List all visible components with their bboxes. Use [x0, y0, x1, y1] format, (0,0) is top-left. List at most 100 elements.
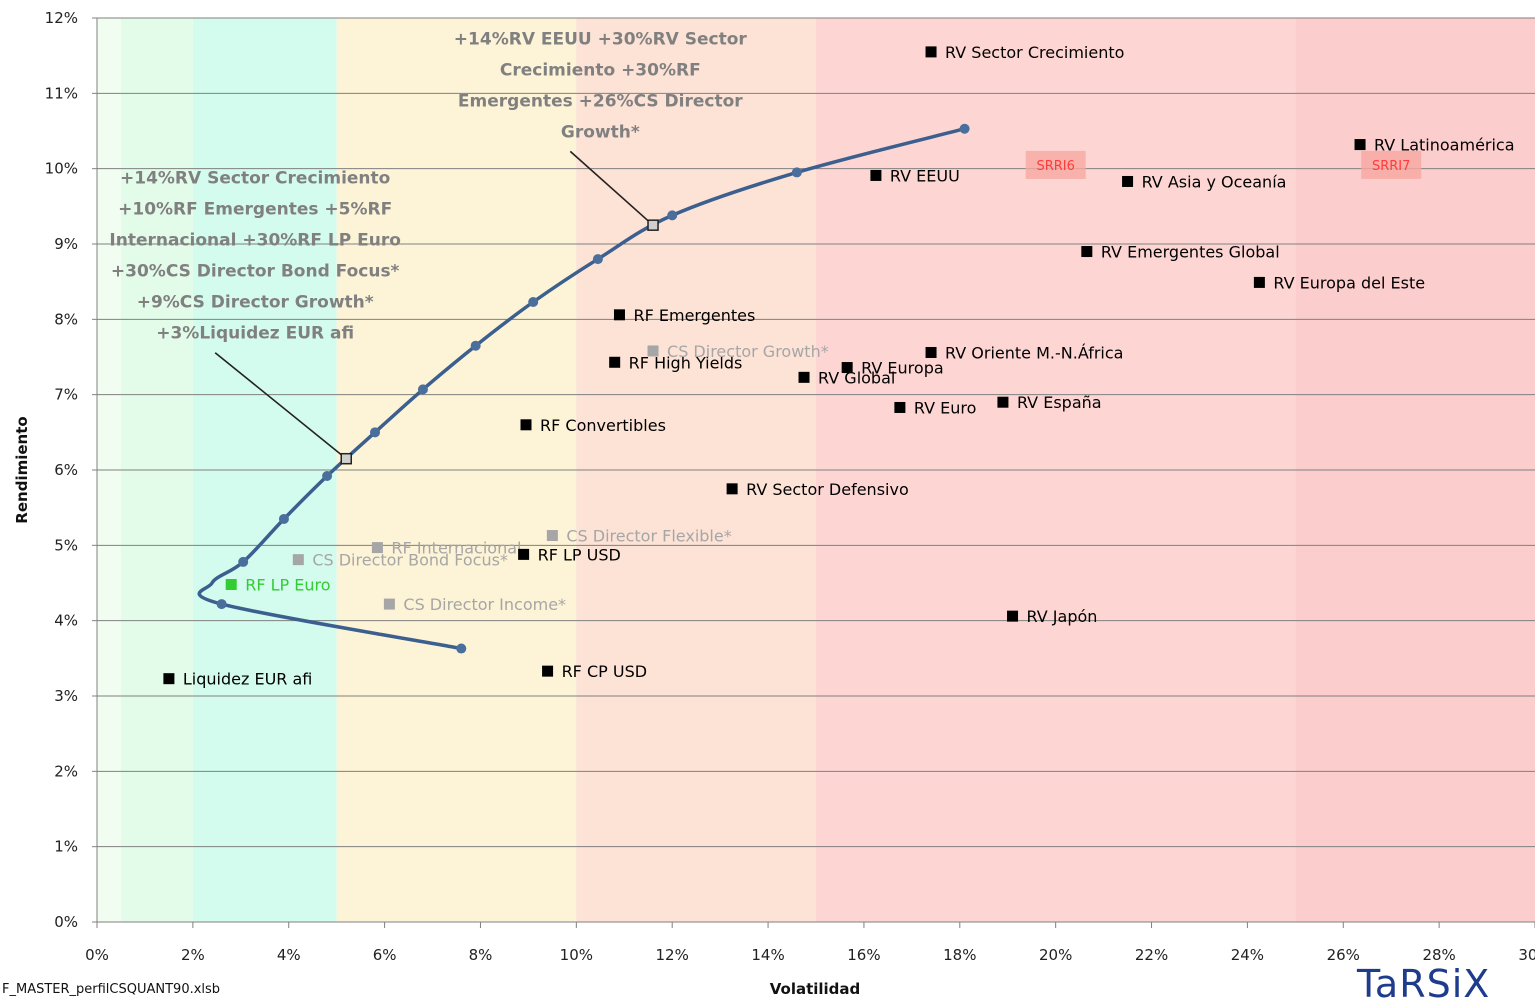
asset-point — [798, 371, 810, 383]
asset-point — [542, 665, 554, 677]
asset-point — [518, 548, 530, 560]
asset-point — [894, 401, 906, 413]
asset-label: RF LP Euro — [245, 576, 330, 595]
y-tick-label: 3% — [54, 687, 78, 705]
frontier-point — [417, 384, 428, 395]
y-tick-label: 5% — [54, 536, 78, 554]
srri-label: SRRI6 — [1036, 159, 1074, 174]
x-tick-label: 18% — [943, 946, 976, 964]
asset-label: RV EEUU — [890, 166, 960, 185]
asset-label: CS Director Growth* — [667, 342, 829, 361]
y-tick-label: 7% — [54, 386, 78, 404]
y-tick-label: 11% — [45, 84, 78, 102]
frontier-point — [322, 471, 333, 482]
asset-point — [1122, 175, 1134, 187]
asset-point — [1007, 610, 1019, 622]
x-axis-title: Volatilidad — [770, 980, 861, 997]
asset-point — [292, 554, 304, 566]
frontier-point — [528, 297, 539, 308]
asset-points: Liquidez EUR afi RF LP Euro CS Director Bo… — [163, 43, 1515, 689]
asset-label: RV España — [1017, 393, 1102, 412]
y-axis-title: Rendimiento — [13, 416, 31, 523]
asset-label: RV Sector Defensivo — [746, 480, 909, 499]
asset-point — [383, 598, 395, 610]
x-tick-label: 0% — [85, 946, 109, 964]
annotation-leader — [569, 150, 654, 226]
asset-label: RF Convertibles — [540, 416, 666, 435]
asset-label: RV Japón — [1027, 607, 1098, 626]
asset-label: RF Internacional — [391, 539, 521, 558]
y-tick-label: 12% — [45, 9, 78, 27]
asset-point — [1081, 246, 1093, 258]
x-tick-label: 30% — [1518, 946, 1535, 964]
y-tick-label: 1% — [54, 838, 78, 856]
annotations: SRRI6 SRRI7 +14%RV Sector Crecimiento +10%R… — [109, 29, 1422, 460]
srri-box — [1361, 150, 1422, 179]
frontier-point — [592, 254, 603, 265]
axes: 0% 1% 2% 3% 4% 5% 6% 7% 8% 9% 10% 11% 12% 0% 2% 4% 6% 8% 1… — [45, 9, 1535, 964]
asset-label: RV Global — [818, 368, 895, 387]
asset-point — [520, 419, 532, 431]
x-tick-label: 22% — [1135, 946, 1168, 964]
annotation-line: +14%RV Sector Crecimiento — [120, 169, 390, 189]
x-tick-label: 28% — [1422, 946, 1455, 964]
asset-label: RV Emergentes Global — [1101, 243, 1280, 262]
asset-label: Liquidez EUR afi — [183, 670, 313, 689]
asset-label: RV Latinoamérica — [1374, 136, 1515, 155]
asset-point — [997, 396, 1009, 408]
srri-box — [1025, 150, 1086, 179]
y-tick-label: 8% — [54, 310, 78, 328]
selected-portfolio-marker — [647, 219, 659, 231]
company-logo: TaRSiX — [1357, 962, 1491, 1006]
asset-label: CS Director Income* — [403, 595, 566, 614]
annotation-line: Crecimiento +30%RF — [500, 60, 701, 80]
asset-point — [609, 356, 621, 368]
asset-label: RV Oriente M.-N.África — [945, 343, 1123, 362]
x-tick-label: 12% — [656, 946, 689, 964]
y-tick-label: 6% — [54, 461, 78, 479]
annotation-line: +9%CS Director Growth* — [137, 293, 374, 313]
frontier-point — [959, 123, 970, 134]
x-tick-label: 24% — [1231, 946, 1264, 964]
frontier-point — [456, 643, 467, 654]
file-name-label: F_MASTER_perfilCSQUANT90.xlsb — [2, 982, 221, 997]
efficient-frontier — [197, 123, 970, 654]
x-tick-label: 10% — [560, 946, 593, 964]
asset-point — [841, 362, 853, 374]
asset-label: RV Euro — [914, 398, 977, 417]
asset-point — [371, 542, 383, 554]
annotation-line: +14%RV EEUU +30%RV Sector — [454, 29, 748, 49]
asset-point — [870, 169, 882, 181]
annotation-line: +30%CS Director Bond Focus* — [111, 262, 400, 282]
asset-point — [1253, 276, 1265, 288]
frontier-point — [470, 340, 481, 351]
frontier-line — [197, 127, 966, 651]
asset-label: RV Europa — [861, 359, 944, 378]
annotation-line: +10%RF Emergentes +5%RF — [118, 200, 392, 220]
x-tick-label: 6% — [373, 946, 397, 964]
annotation-line: Emergentes +26%CS Director — [458, 91, 743, 111]
x-tick-label: 2% — [181, 946, 205, 964]
asset-point — [225, 579, 237, 591]
annotation-line: Internacional +30%RF LP Euro — [109, 231, 401, 251]
asset-label: RV Europa del Este — [1273, 273, 1425, 292]
x-tick-label: 8% — [469, 946, 493, 964]
x-tick-label: 20% — [1039, 946, 1072, 964]
asset-point — [726, 483, 738, 495]
asset-point — [925, 346, 937, 358]
annotation-leader — [214, 352, 347, 460]
asset-point — [925, 46, 937, 58]
y-tick-label: 10% — [45, 160, 78, 178]
asset-label: RV Asia y Oceanía — [1142, 172, 1287, 191]
asset-label: CS Director Bond Focus* — [312, 551, 508, 570]
asset-label: RF High Yields — [629, 353, 743, 372]
asset-point — [613, 309, 625, 321]
x-tick-label: 16% — [847, 946, 880, 964]
x-tick-label: 14% — [751, 946, 784, 964]
y-tick-label: 9% — [54, 235, 78, 253]
frontier-point — [216, 599, 227, 610]
asset-label: CS Director Flexible* — [566, 527, 731, 546]
asset-point — [546, 530, 558, 542]
asset-label: RF Emergentes — [633, 306, 755, 325]
